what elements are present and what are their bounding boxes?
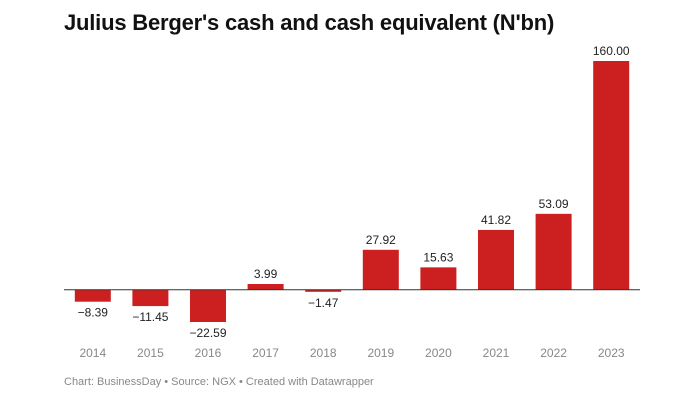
value-label-2018: −1.47 bbox=[308, 296, 339, 310]
x-tick-label-2022: 2022 bbox=[540, 346, 567, 360]
bar-2019 bbox=[362, 249, 399, 290]
chart-source-footer: Chart: BusinessDay • Source: NGX • Creat… bbox=[64, 376, 374, 388]
x-tick-label-2018: 2018 bbox=[310, 346, 337, 360]
x-tick-label-2016: 2016 bbox=[195, 346, 222, 360]
x-tick-label-2020: 2020 bbox=[425, 346, 452, 360]
bar-2017 bbox=[247, 284, 284, 290]
bar-2014 bbox=[74, 289, 111, 302]
bar-2022 bbox=[535, 213, 572, 290]
x-tick-label-2017: 2017 bbox=[252, 346, 279, 360]
x-tick-label-2023: 2023 bbox=[598, 346, 625, 360]
value-label-2022: 53.09 bbox=[539, 197, 569, 211]
value-label-2014: −8.39 bbox=[78, 306, 109, 320]
bar-2023 bbox=[593, 61, 630, 290]
value-label-2017: 3.99 bbox=[254, 267, 278, 281]
x-tick-label-2015: 2015 bbox=[137, 346, 164, 360]
bar-2016 bbox=[190, 289, 226, 322]
bar-2021 bbox=[478, 229, 514, 290]
value-label-2016: −22.59 bbox=[189, 326, 226, 340]
x-tick-label-2014: 2014 bbox=[79, 346, 106, 360]
value-label-2015: −11.45 bbox=[132, 310, 168, 324]
chart-title: Julius Berger's cash and cash equivalent… bbox=[64, 10, 555, 35]
value-label-2021: 41.82 bbox=[481, 213, 511, 227]
bar-2015 bbox=[132, 289, 169, 307]
value-label-2019: 27.92 bbox=[366, 233, 396, 247]
bar-2018 bbox=[305, 289, 342, 292]
value-label-2020: 15.63 bbox=[423, 250, 453, 264]
x-tick-label-2019: 2019 bbox=[367, 346, 394, 360]
value-label-2023: 160.00 bbox=[593, 44, 630, 58]
x-tick-label-2021: 2021 bbox=[483, 346, 510, 360]
bar-2020 bbox=[420, 267, 457, 290]
